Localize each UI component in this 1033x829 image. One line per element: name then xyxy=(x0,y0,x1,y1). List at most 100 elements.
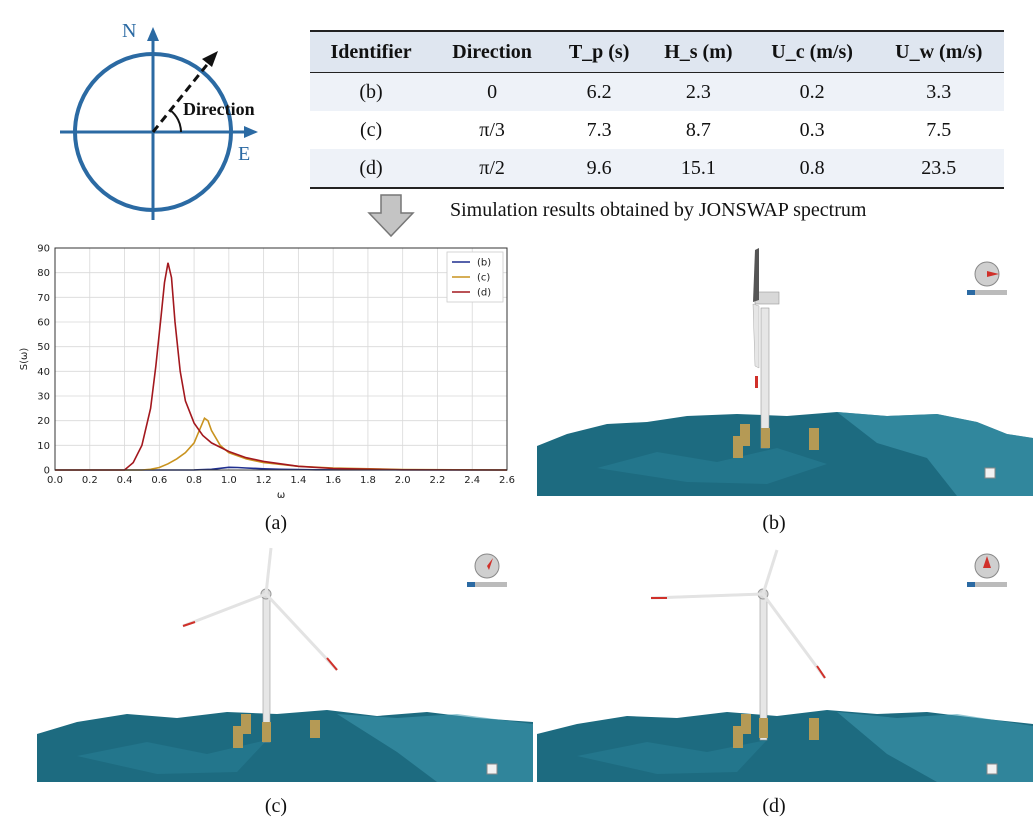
x-tick-label: 0.4 xyxy=(117,475,133,486)
table-cell: 15.1 xyxy=(646,149,751,188)
blade-tip-marker xyxy=(816,665,826,679)
scene-d xyxy=(537,542,1033,788)
table-cell: 3.3 xyxy=(873,72,1004,111)
x-tick-label: 0.2 xyxy=(82,475,98,486)
direction-arrowhead xyxy=(202,51,218,67)
direction-label: Direction xyxy=(183,99,255,119)
scale-bar xyxy=(467,582,507,587)
table-row: (c) π/3 7.3 8.7 0.3 7.5 xyxy=(310,111,1004,149)
panel-label-a: (a) xyxy=(264,512,288,534)
table-cell: (b) xyxy=(310,72,433,111)
table-cell: 2.3 xyxy=(646,72,751,111)
pile xyxy=(809,718,819,740)
chart-grid xyxy=(54,247,508,471)
x-tick-label: 2.4 xyxy=(464,475,480,486)
turbine-blade xyxy=(264,547,273,595)
table-row: (b) 0 6.2 2.3 0.2 3.3 xyxy=(310,72,1004,111)
view-cube-icon xyxy=(486,763,498,775)
pile xyxy=(809,428,819,450)
table-row: (d) π/2 9.6 15.1 0.8 23.5 xyxy=(310,149,1004,188)
table-cell: π/3 xyxy=(432,111,553,149)
simulation-caption: Simulation results obtained by JONSWAP s… xyxy=(450,199,867,221)
table-cell: 6.2 xyxy=(552,72,647,111)
scene-c xyxy=(37,542,533,788)
legend-label: (d) xyxy=(477,288,491,299)
turbine-blade xyxy=(761,593,827,679)
pile xyxy=(241,714,251,734)
parameters-table: Identifier Direction T_p (s) H_s (m) U_c… xyxy=(310,30,1004,189)
direction-compass: N E Direction xyxy=(60,20,258,220)
pile xyxy=(761,428,770,448)
x-tick-label: 1.0 xyxy=(221,475,237,486)
table-cell: (c) xyxy=(310,111,433,149)
table-cell: 0.8 xyxy=(750,149,874,188)
series-line-1 xyxy=(55,416,508,471)
y-tick-label: 80 xyxy=(37,268,50,279)
y-axis-label: S(ω) xyxy=(19,348,30,371)
turbine-tower xyxy=(262,593,271,743)
scale-bar xyxy=(967,290,1007,295)
turbine-blade xyxy=(182,592,267,628)
y-tick-label: 30 xyxy=(37,392,50,403)
chart-legend: (b) (c) (d) xyxy=(446,251,504,303)
legend-label: (b) xyxy=(477,258,491,269)
pile xyxy=(759,718,768,738)
y-tick-label: 10 xyxy=(37,441,50,452)
header-direction: Direction xyxy=(432,31,553,73)
header-hs: H_s (m) xyxy=(646,31,751,73)
turbine-blade xyxy=(752,303,760,369)
down-arrow-icon xyxy=(367,194,415,238)
y-tick-label: 90 xyxy=(37,244,50,255)
x-tick-label: 1.6 xyxy=(325,475,341,486)
x-tick-label: 2.0 xyxy=(395,475,411,486)
scale-bar xyxy=(967,582,1007,587)
x-tick-label: 2.2 xyxy=(430,475,446,486)
view-cube-icon xyxy=(986,763,998,775)
series-line-2 xyxy=(55,262,508,471)
chart-series xyxy=(55,262,508,471)
y-tick-label: 20 xyxy=(37,416,50,427)
table-cell: 9.6 xyxy=(552,149,647,188)
y-tick-label: 0 xyxy=(44,466,50,477)
x-tick-label: 1.8 xyxy=(360,475,376,486)
y-tick-label: 40 xyxy=(37,367,50,378)
table-cell: (d) xyxy=(310,149,433,188)
turbine-blade xyxy=(264,592,339,672)
table-cell: 0 xyxy=(432,72,553,111)
north-label: N xyxy=(122,20,136,42)
x-tick-label: 1.2 xyxy=(256,475,272,486)
turbine-blade xyxy=(761,549,779,595)
spectrum-chart: 0.0 0.2 0.4 0.6 0.8 1.0 1.2 1.4 1.6 1.8 2.0 2.2 2.4 2… xyxy=(19,244,515,502)
table-cell: 8.7 xyxy=(646,111,751,149)
y-tick-label: 70 xyxy=(37,293,50,304)
table-cell: π/2 xyxy=(432,149,553,188)
table-cell: 23.5 xyxy=(873,149,1004,188)
table-cell: 0.2 xyxy=(750,72,874,111)
panel-label-b: (b) xyxy=(762,512,786,534)
pile xyxy=(310,720,320,738)
view-cube-icon xyxy=(984,467,996,479)
pile xyxy=(733,726,743,748)
y-tick-label: 60 xyxy=(37,318,50,329)
pile xyxy=(233,726,243,748)
panel-label-c: (c) xyxy=(264,795,288,817)
turbine-tower xyxy=(760,307,770,449)
east-label: E xyxy=(238,143,250,165)
legend-label: (c) xyxy=(477,273,490,284)
turbine-blade xyxy=(650,592,764,600)
direction-vector xyxy=(151,60,212,133)
pile xyxy=(741,714,751,734)
pile xyxy=(740,424,750,446)
table-cell: 0.3 xyxy=(750,111,874,149)
north-arrowhead xyxy=(147,27,159,41)
blade-tip-marker xyxy=(755,376,758,388)
x-tick-label: 1.4 xyxy=(290,475,306,486)
panel-label-d: (d) xyxy=(762,795,786,817)
turbine-blade xyxy=(753,248,759,302)
table-header-row: Identifier Direction T_p (s) H_s (m) U_c… xyxy=(310,31,1004,73)
scene-b xyxy=(537,238,1033,498)
pile xyxy=(733,436,743,458)
x-tick-label: 0.6 xyxy=(151,475,167,486)
header-uw: U_w (m/s) xyxy=(873,31,1004,73)
table-cell: 7.5 xyxy=(873,111,1004,149)
